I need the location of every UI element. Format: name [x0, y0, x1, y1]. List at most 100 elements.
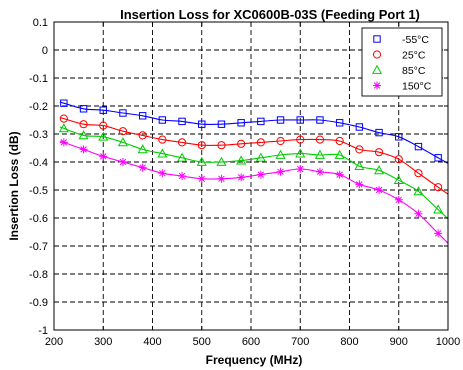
x-tick-label: 1000: [436, 336, 460, 348]
series-line: [59, 116, 449, 195]
data-point: [178, 117, 186, 126]
data-point: [315, 135, 325, 144]
data-point: [99, 121, 108, 130]
axis-ticks: 200 300 400 500 600 700 800 900 1000 0.1 0 -0.1 -0.2…: [29, 17, 460, 348]
legend-marker: [373, 35, 381, 43]
data-point: [196, 156, 207, 166]
data-point: [276, 116, 285, 124]
legend-item: 85°C: [371, 64, 426, 77]
data-point: [119, 109, 127, 117]
data-point: [78, 130, 89, 140]
data-point: [177, 138, 187, 147]
legend-item: -55°C: [373, 34, 429, 46]
x-axis-label: Frequency (MHz): [206, 353, 303, 367]
data-point: [414, 209, 423, 218]
data-point: [256, 170, 265, 179]
data-point: [434, 183, 443, 192]
y-tick-label: -0.1: [29, 73, 48, 85]
data-point: [158, 135, 167, 144]
data-point: [296, 116, 304, 124]
series-2: [59, 114, 449, 195]
x-tick-label: 900: [390, 336, 408, 348]
data-point: [79, 105, 88, 113]
data-point: [276, 167, 285, 176]
data-point: [395, 133, 403, 141]
data-point: [99, 106, 107, 114]
x-tick-label: 300: [94, 336, 112, 348]
y-tick-label: -1: [38, 325, 48, 337]
series-line: [59, 101, 449, 164]
data-point: [275, 149, 286, 159]
y-tick-label: -0.7: [29, 241, 48, 253]
data-point: [138, 131, 147, 140]
data-point: [414, 142, 423, 151]
legend-item: 25°C: [372, 50, 426, 62]
series-3: [58, 123, 449, 220]
legend-label: 150°C: [402, 81, 432, 93]
y-tick-label: -0.8: [29, 269, 48, 281]
data-point: [117, 137, 128, 147]
y-tick-label: -0.9: [29, 297, 48, 309]
data-point: [198, 120, 206, 128]
x-tick-label: 600: [242, 336, 260, 348]
x-tick-label: 700: [291, 336, 309, 348]
data-point: [237, 119, 245, 127]
data-point: [434, 154, 442, 162]
data-point: [60, 99, 68, 107]
legend: -55°C 25°C 85°C 150°C: [361, 27, 443, 97]
legend-label: 85°C: [402, 65, 426, 77]
data-point: [59, 114, 68, 123]
y-tick-label: -0.2: [29, 101, 48, 113]
data-point: [355, 145, 364, 154]
x-tick-label: 500: [193, 336, 211, 348]
data-point: [375, 186, 384, 194]
data-point: [374, 165, 385, 175]
series-line: [59, 126, 449, 220]
data-point: [118, 158, 127, 166]
data-point: [316, 116, 324, 124]
data-point: [58, 123, 69, 133]
legend-marker: [371, 64, 383, 74]
y-tick-label: -0.5: [29, 185, 48, 197]
y-tick-label: -0.4: [29, 157, 48, 169]
data-point: [118, 127, 128, 136]
data-point: [59, 138, 68, 147]
data-point: [335, 119, 344, 127]
data-point: [256, 138, 265, 147]
data-point: [79, 145, 88, 154]
y-tick-label: 0.1: [33, 17, 48, 29]
data-point: [374, 148, 384, 157]
data-point: [393, 174, 404, 185]
data-point: [79, 120, 88, 129]
data-point: [394, 155, 403, 164]
data-point: [237, 139, 246, 148]
data-point: [315, 167, 324, 176]
data-point: [217, 120, 226, 128]
data-point: [434, 229, 443, 238]
data-point: [217, 174, 226, 183]
data-point: [257, 117, 265, 126]
data-point: [355, 123, 364, 131]
data-point: [413, 186, 424, 196]
data-point: [158, 116, 167, 124]
data-point: [217, 141, 226, 150]
y-axis-label: Insertion Loss (dB): [7, 131, 21, 240]
data-point: [314, 149, 325, 159]
data-point: [296, 135, 305, 144]
data-point: [158, 169, 167, 178]
series-layer: [58, 99, 449, 244]
legend-label: 25°C: [402, 50, 426, 62]
data-point: [355, 180, 364, 189]
y-tick-label: -0.3: [29, 129, 48, 141]
data-point: [98, 131, 109, 141]
legend-label: -55°C: [402, 34, 429, 46]
legend-box: [361, 27, 443, 97]
x-tick-label: 400: [143, 336, 161, 348]
series-1: [59, 99, 449, 164]
data-point: [138, 112, 147, 120]
data-point: [236, 155, 247, 165]
data-point: [237, 173, 246, 182]
legend-marker: [373, 81, 381, 90]
data-point: [335, 136, 344, 146]
data-point: [99, 152, 108, 161]
